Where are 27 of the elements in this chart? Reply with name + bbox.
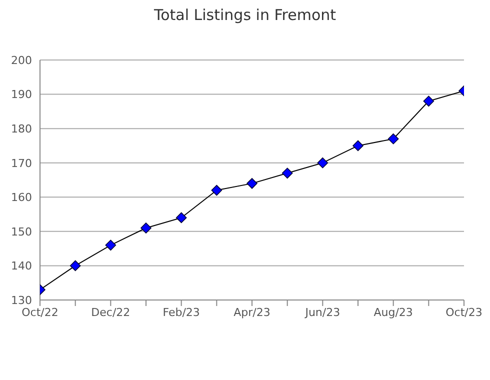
y-tick-label: 170	[11, 156, 32, 170]
y-tick-label: 150	[11, 225, 32, 238]
x-tick-label: Apr/23	[234, 306, 270, 319]
y-tick-label: 130	[11, 294, 32, 307]
point	[352, 140, 364, 152]
point	[246, 178, 258, 189]
point	[176, 212, 187, 224]
point	[423, 96, 434, 107]
y-tick-label: 160	[11, 191, 32, 204]
y-tick-label: 180	[11, 122, 32, 136]
x-tick-label: Jun/23	[304, 306, 340, 319]
x-tick-label: Oct/23	[446, 306, 482, 319]
y-tick-label: 200	[11, 54, 32, 67]
point	[211, 184, 222, 196]
x-tick-label: Dec/22	[91, 306, 130, 319]
point	[388, 133, 399, 144]
x-tick-label: Feb/23	[162, 306, 200, 319]
x-tick-label: Aug/23	[374, 306, 413, 319]
x-tick-label: Oct/22	[22, 306, 58, 319]
point	[140, 222, 152, 234]
y-tick-label: 140	[11, 260, 32, 273]
chart-title: Total Listings in Fremont	[152, 6, 338, 24]
point	[317, 157, 328, 168]
point	[105, 240, 116, 251]
y-tick-label: 190	[11, 88, 32, 102]
point	[70, 260, 81, 272]
point	[282, 168, 293, 179]
